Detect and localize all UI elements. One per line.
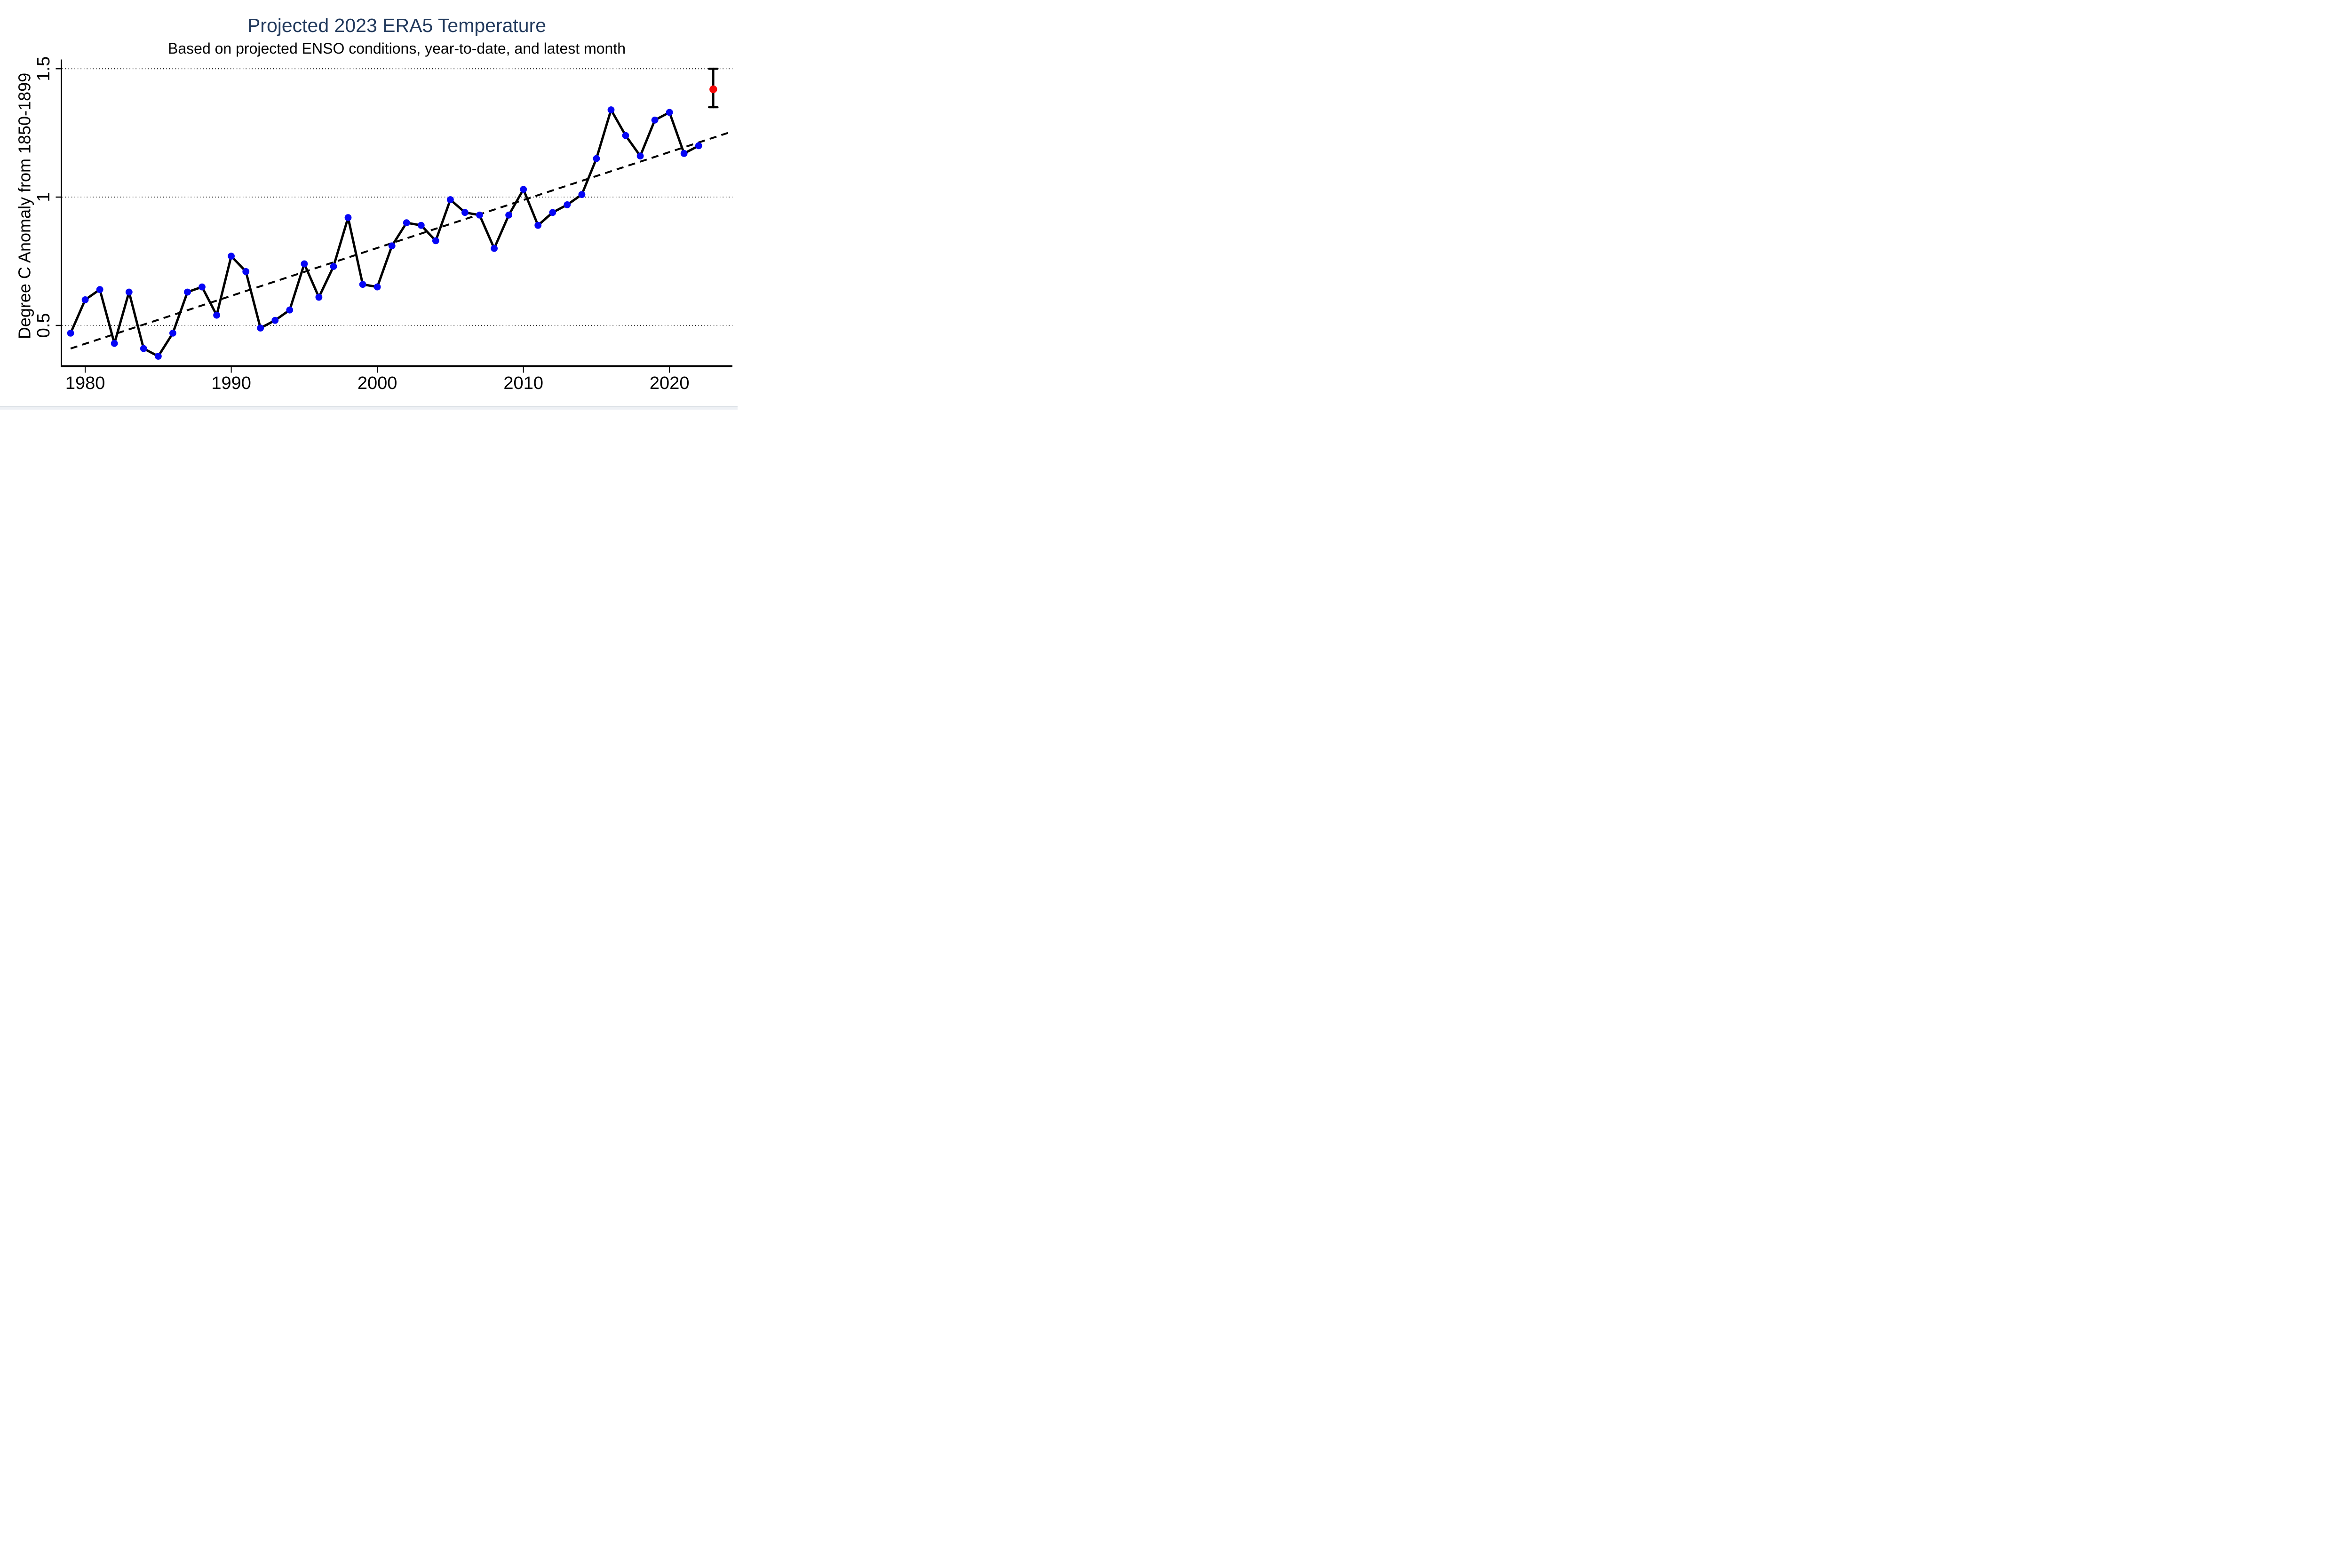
y-tick-label-1: 1 xyxy=(34,192,54,202)
data-point-2022 xyxy=(695,142,702,150)
data-point-2011 xyxy=(534,222,542,229)
trend-line xyxy=(70,132,728,350)
x-tick-label-2020: 2020 xyxy=(650,373,690,393)
y-tick-label-text: 1.5 xyxy=(34,56,54,81)
data-point-2019 xyxy=(651,116,659,124)
data-point-1990 xyxy=(228,253,235,260)
data-point-2008 xyxy=(491,245,498,252)
data-point-1997 xyxy=(330,263,337,270)
data-point-2016 xyxy=(607,106,615,113)
chart-title: Projected 2023 ERA5 Temperature xyxy=(247,15,547,36)
data-point-1998 xyxy=(344,214,352,222)
y-tick-label-text: 0.5 xyxy=(34,313,54,338)
data-point-2021 xyxy=(680,150,688,157)
x-tick-label-1990: 1990 xyxy=(211,373,251,393)
data-point-2014 xyxy=(578,191,586,198)
data-point-2012 xyxy=(549,209,556,216)
data-point-1985 xyxy=(155,353,162,360)
data-point-2018 xyxy=(636,152,644,160)
data-point-2009 xyxy=(505,211,512,219)
data-point-2005 xyxy=(447,196,454,203)
y-axis-title: Degree C Anomaly from 1850-1899 xyxy=(15,73,34,339)
y-tick-label-text: 1 xyxy=(34,192,54,202)
data-point-1981 xyxy=(96,286,103,293)
footer-strip xyxy=(0,406,738,410)
data-point-2020 xyxy=(666,109,673,116)
series-line xyxy=(69,109,700,357)
data-point-1996 xyxy=(315,293,323,301)
data-point-1994 xyxy=(286,306,294,314)
data-point-2007 xyxy=(476,211,483,219)
data-point-1992 xyxy=(257,325,264,332)
data-point-1982 xyxy=(111,340,118,347)
data-point-2003 xyxy=(417,222,425,229)
data-point-1984 xyxy=(140,345,147,352)
data-point-2002 xyxy=(403,219,410,227)
data-point-1980 xyxy=(81,296,89,303)
y-tick-label-1.5: 1.5 xyxy=(34,56,54,81)
y-axis-title-text: Degree C Anomaly from 1850-1899 xyxy=(15,73,34,339)
x-tick-label-2000: 2000 xyxy=(358,373,397,393)
data-point-2013 xyxy=(564,201,571,208)
plot-canvas: 0.5 1 1.5 1980 1990 2000 2010 2020 Degree C Ano… xyxy=(15,56,732,393)
data-point-1995 xyxy=(301,260,308,268)
data-point-1988 xyxy=(199,283,206,291)
data-point-1991 xyxy=(242,268,250,275)
data-point-1979 xyxy=(67,330,74,337)
y-tick-label-0.5: 0.5 xyxy=(34,313,54,338)
data-point-2006 xyxy=(461,209,469,216)
data-point-2015 xyxy=(593,155,600,162)
projection-point-2023 xyxy=(709,85,717,94)
data-point-2000 xyxy=(373,283,381,291)
data-point-1983 xyxy=(125,288,133,296)
x-tick-label-2010: 2010 xyxy=(503,373,543,393)
data-point-2004 xyxy=(432,237,439,245)
data-point-2010 xyxy=(520,186,527,193)
data-point-1989 xyxy=(213,311,220,319)
data-point-1986 xyxy=(169,330,176,337)
data-point-2001 xyxy=(388,242,396,250)
data-point-1987 xyxy=(184,288,191,296)
chart-subtitle: Based on projected ENSO conditions, year… xyxy=(168,40,626,57)
data-point-2017 xyxy=(622,132,629,139)
temperature-chart: Projected 2023 ERA5 Temperature Based on… xyxy=(0,0,738,410)
x-tick-label-1980: 1980 xyxy=(65,373,105,393)
data-point-1993 xyxy=(271,317,279,324)
data-point-1999 xyxy=(359,281,366,288)
